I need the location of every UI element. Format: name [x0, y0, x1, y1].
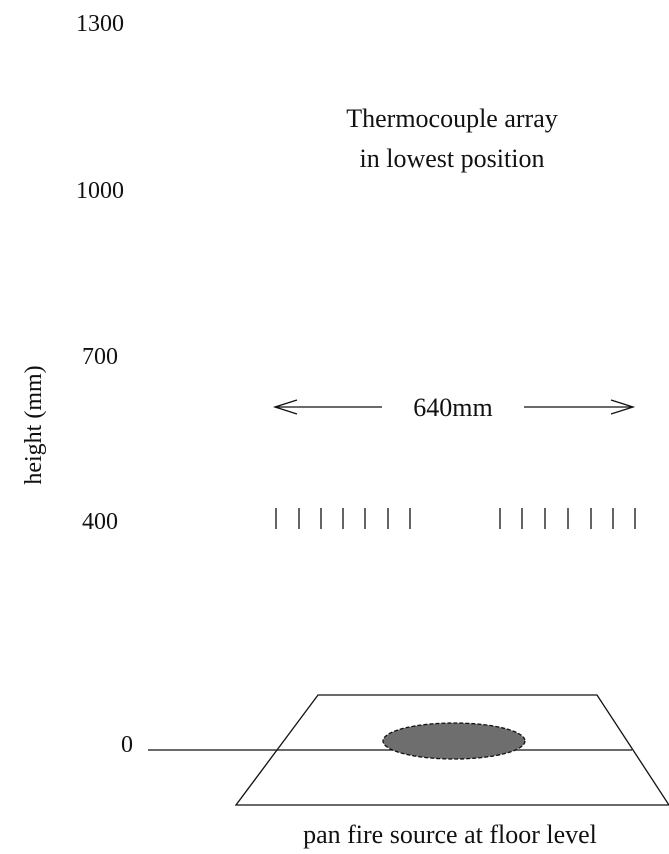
thermocouple-diagonal — [342, 440, 567, 576]
width-dimension-arrow — [272, 399, 636, 415]
fire-pan-icon — [382, 722, 526, 760]
tick-label-1300: 1300 — [76, 11, 124, 37]
thermocouple-row — [275, 508, 636, 529]
width-label: 640mm — [413, 393, 492, 422]
y-axis-title: height (mm) — [21, 365, 47, 484]
tick-label-400: 400 — [82, 509, 118, 535]
annotation-line-1: Thermocouple array — [346, 104, 558, 133]
tick-label-0: 0 — [121, 732, 133, 758]
annotation-line-2: in lowest position — [360, 144, 545, 173]
bottom-caption: pan fire source at floor level — [303, 820, 597, 849]
floor-plane — [234, 694, 669, 806]
arrow-head-right — [610, 399, 636, 415]
tick-label-1000: 1000 — [76, 178, 124, 204]
arrow-head-left — [272, 399, 298, 415]
tick-label-700: 700 — [82, 344, 118, 370]
